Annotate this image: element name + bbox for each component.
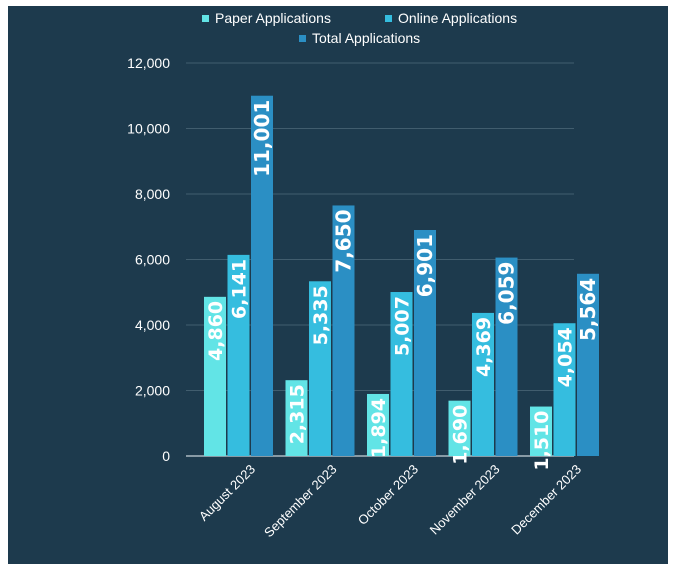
y-tick-label: 8,000	[135, 186, 170, 202]
value-label: 5,007	[392, 296, 414, 356]
bar	[332, 205, 355, 456]
value-label: 5,564	[576, 278, 600, 341]
legend: Paper Applications Online Applications Tot…	[202, 10, 517, 46]
bars	[204, 95, 599, 456]
category-label: October 2023	[355, 462, 421, 528]
bar	[227, 254, 250, 456]
bar	[285, 380, 308, 456]
value-label: 2,315	[287, 384, 309, 444]
bar	[530, 406, 552, 456]
value-label: 6,141	[229, 259, 251, 319]
value-label: 1,894	[368, 398, 390, 458]
bar	[204, 296, 226, 456]
value-label: 7,650	[332, 209, 356, 272]
value-label: 6,901	[413, 234, 437, 297]
bar	[414, 229, 436, 456]
bar	[553, 323, 576, 456]
x-axis: August 2023 September 2023 October 2023 Nov…	[196, 462, 584, 541]
value-label: 1,510	[531, 411, 553, 471]
bar	[390, 292, 413, 456]
legend-label: Total Applications	[312, 30, 420, 46]
y-tick-label: 0	[162, 448, 170, 464]
category-label: September 2023	[261, 462, 340, 541]
bar	[448, 400, 471, 456]
value-label: 4,860	[205, 301, 227, 361]
category-label: November 2023	[427, 462, 503, 538]
legend-label: Paper Applications	[215, 10, 331, 26]
legend-swatch	[202, 15, 209, 22]
legend-label: Online Applications	[398, 10, 517, 26]
value-label: 4,369	[473, 317, 495, 377]
value-label: 5,335	[310, 285, 332, 345]
bar	[495, 257, 518, 456]
chart-panel: 4,860 6,141 11,001 2,315 5,335 7,650 1,894 5,00…	[8, 6, 668, 564]
category-label: August 2023	[196, 462, 258, 524]
y-axis: 0 2,000 4,000 6,000 8,000 10,000 12,000	[127, 55, 170, 464]
y-tick-label: 4,000	[135, 317, 170, 333]
y-tick-label: 2,000	[135, 383, 170, 399]
value-label: 11,001	[250, 100, 274, 177]
y-tick-label: 6,000	[135, 252, 170, 268]
category-label: December 2023	[508, 462, 584, 538]
bar	[251, 95, 273, 456]
value-label: 6,059	[495, 262, 519, 325]
y-tick-label: 12,000	[127, 55, 170, 71]
legend-swatch	[299, 35, 306, 42]
bar	[367, 393, 389, 456]
bar	[472, 312, 494, 456]
bar	[309, 281, 331, 456]
bar	[577, 273, 599, 456]
value-label: 1,690	[450, 405, 472, 465]
legend-swatch	[385, 15, 392, 22]
value-label: 4,054	[555, 327, 577, 387]
y-tick-label: 10,000	[127, 121, 170, 137]
